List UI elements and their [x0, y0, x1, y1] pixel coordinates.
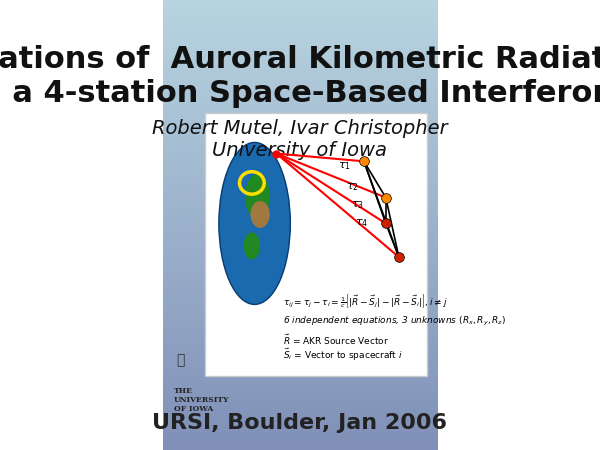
Ellipse shape	[245, 174, 270, 219]
Text: Robert Mutel, Ivar Christopher
University of Iowa: Robert Mutel, Ivar Christopher Universit…	[152, 119, 448, 160]
Text: $\tau_4$: $\tau_4$	[355, 217, 368, 230]
Ellipse shape	[250, 201, 270, 228]
Text: $\vec{R}$ = AKR Source Vector: $\vec{R}$ = AKR Source Vector	[283, 333, 389, 347]
FancyBboxPatch shape	[205, 112, 427, 376]
Text: 6 independent equations, 3 unknowns $(R_x, R_y, R_z)$: 6 independent equations, 3 unknowns $(R_…	[283, 315, 506, 328]
Ellipse shape	[244, 232, 260, 259]
Text: $\tau_{ij} = \tau_j - \tau_i = \frac{1}{c}\left[|\vec{R}-\vec{S}_j|-|\vec{R}-\ve: $\tau_{ij} = \tau_j - \tau_i = \frac{1}{…	[283, 292, 448, 310]
Text: $\tau_1$: $\tau_1$	[338, 161, 350, 172]
Text: URSI, Boulder, Jan 2006: URSI, Boulder, Jan 2006	[152, 413, 448, 433]
Text: $\tau_3$: $\tau_3$	[351, 199, 364, 211]
Text: Locations of  Auroral Kilometric Radiation
Using a 4-station Space-Based Interfe: Locations of Auroral Kilometric Radiatio…	[0, 45, 600, 108]
Text: THE
UNIVERSITY
OF IOWA: THE UNIVERSITY OF IOWA	[173, 387, 229, 414]
Text: ⛩: ⛩	[176, 353, 185, 367]
Ellipse shape	[219, 142, 290, 304]
Text: $\vec{S}_i$ = Vector to spacecraft $i$: $\vec{S}_i$ = Vector to spacecraft $i$	[283, 347, 403, 364]
Text: $\tau_2$: $\tau_2$	[346, 181, 359, 193]
